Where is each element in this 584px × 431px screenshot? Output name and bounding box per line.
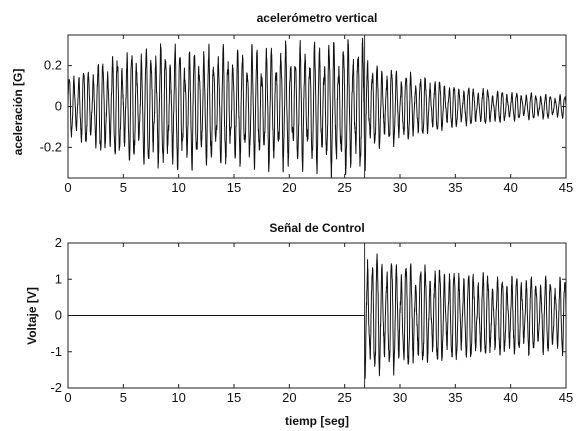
x-tick-label: 30	[393, 390, 407, 405]
x-tick-label: 10	[171, 390, 185, 405]
accelerometer-panel: acelerómetro vertical aceleración [G] 0 5…	[11, 11, 573, 195]
plot-frame-control	[67, 242, 567, 389]
x-tick-label: 35	[448, 390, 462, 405]
x-tick-label: 10	[171, 180, 185, 195]
control-signal-panel: Señal de Control Voltaje [V] tiemp [seg]…	[25, 221, 573, 428]
x-axis-label-control: tiemp [seg]	[285, 414, 349, 428]
y-tick-label: 0.2	[44, 58, 62, 73]
x-tick-label: 15	[227, 180, 241, 195]
x-tick-label: 40	[503, 390, 517, 405]
chart-title-control: Señal de Control	[269, 221, 364, 235]
y-tick-label: -1	[50, 344, 62, 359]
plot-frame-accelerometer	[67, 34, 567, 179]
x-tick-label: 45	[559, 180, 573, 195]
y-tick-label: 0	[55, 99, 62, 114]
x-tick-label: 25	[337, 180, 351, 195]
chart-title-accelerometer: acelerómetro vertical	[257, 11, 378, 25]
x-tick-label: 20	[282, 390, 296, 405]
y-tick-label: 0	[55, 308, 62, 323]
x-tick-label: 5	[120, 390, 127, 405]
series-line-voltage	[67, 253, 567, 380]
x-tick-label: 20	[282, 180, 296, 195]
x-tick-label: 0	[64, 180, 71, 195]
x-tick-label: 0	[64, 390, 71, 405]
x-tick-label: 30	[393, 180, 407, 195]
ticks-control: 0 5 10 15 20 25 30 35 40 45 -2 -1 0 1 2	[50, 235, 573, 405]
x-tick-label: 25	[337, 390, 351, 405]
series-line-acceleration	[67, 37, 567, 179]
x-tick-label: 40	[503, 180, 517, 195]
y-tick-label: -2	[50, 380, 62, 395]
y-axis-label-accelerometer: aceleración [G]	[11, 69, 25, 156]
x-tick-label: 45	[559, 390, 573, 405]
y-tick-label: 2	[55, 235, 62, 250]
y-tick-label: 1	[55, 271, 62, 286]
x-tick-label: 35	[448, 180, 462, 195]
x-tick-label: 15	[227, 390, 241, 405]
ticks-accelerometer: 0 5 10 15 20 25 30 35 40 45 -0.2 0 0.2	[40, 35, 573, 195]
y-axis-label-control: Voltaje [V]	[25, 287, 39, 345]
x-tick-label: 5	[120, 180, 127, 195]
y-tick-label: -0.2	[40, 139, 62, 154]
